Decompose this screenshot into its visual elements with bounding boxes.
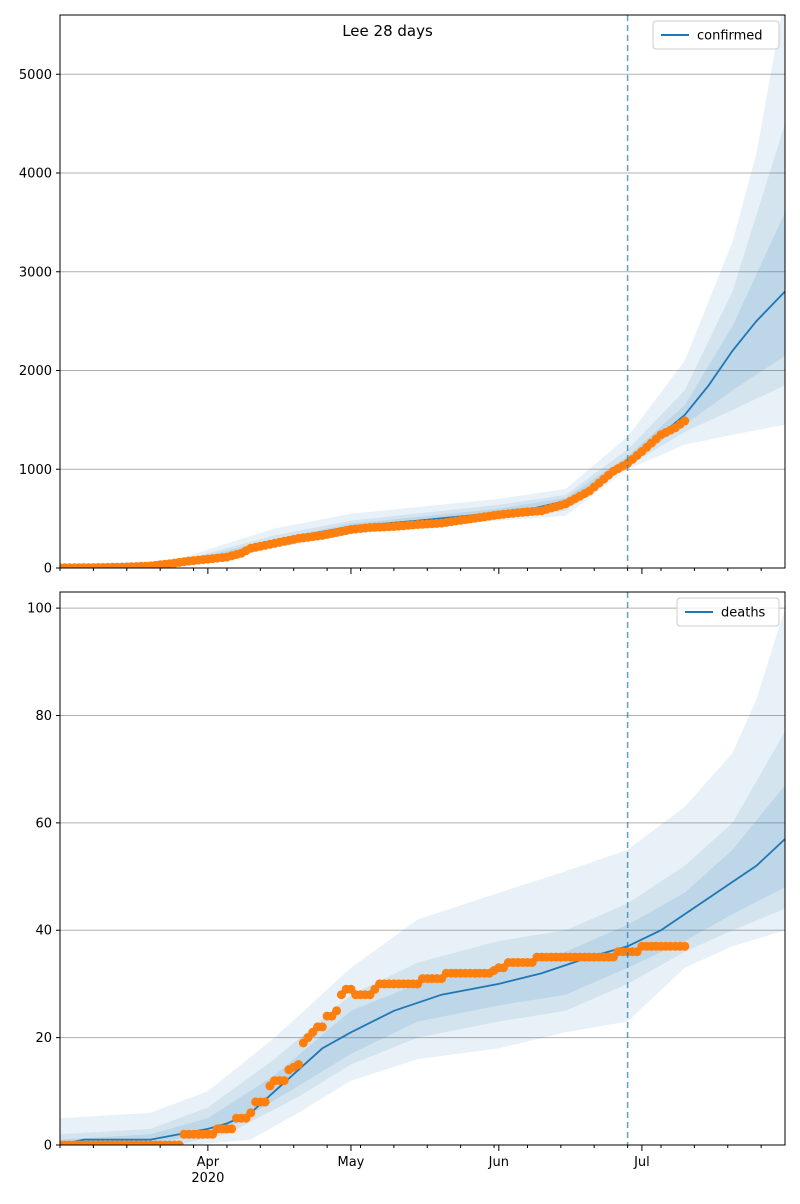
observed-point bbox=[279, 1076, 289, 1086]
legend-box bbox=[676, 597, 780, 627]
observed-point bbox=[680, 941, 690, 951]
observed-point bbox=[260, 1097, 270, 1107]
axes-frame bbox=[59, 14, 786, 569]
chart-title: Lee 28 days bbox=[342, 22, 433, 40]
band-outer bbox=[60, 15, 785, 568]
legend-label: confirmed bbox=[697, 29, 763, 44]
observed-point bbox=[317, 1022, 327, 1032]
observed-point bbox=[332, 1006, 342, 1016]
y-tick-label: 3000 bbox=[19, 265, 52, 280]
observed-point bbox=[294, 1060, 303, 1069]
x-tick-label: Apr bbox=[197, 1155, 220, 1170]
y-tick-label: 100 bbox=[27, 602, 52, 617]
observed-point bbox=[227, 1124, 237, 1134]
y-tick-label: 0 bbox=[44, 1139, 52, 1154]
x-tick-label: Jun bbox=[488, 1155, 509, 1170]
plot-area bbox=[60, 15, 785, 568]
y-tick-label: 2000 bbox=[19, 364, 52, 379]
plot-area bbox=[60, 608, 785, 1145]
y-tick-label: 80 bbox=[35, 709, 52, 724]
band-middle bbox=[60, 731, 785, 1145]
x-tick-label: Jul bbox=[633, 1155, 650, 1170]
observed-point bbox=[174, 1140, 184, 1145]
band-middle bbox=[60, 123, 785, 568]
y-tick-label: 60 bbox=[35, 816, 52, 831]
band-outer bbox=[60, 608, 785, 1145]
x-tick-label: May bbox=[338, 1155, 365, 1170]
legend-label: deaths bbox=[721, 606, 766, 621]
x-tick-sublabel: 2020 bbox=[191, 1171, 224, 1186]
legend-box bbox=[652, 20, 780, 50]
y-tick-label: 0 bbox=[44, 562, 52, 577]
y-tick-label: 20 bbox=[35, 1031, 52, 1046]
legend: confirmed bbox=[652, 20, 780, 50]
observed-point bbox=[680, 416, 690, 426]
legend: deaths bbox=[676, 597, 780, 627]
axes-frame bbox=[59, 591, 786, 1146]
y-tick-label: 4000 bbox=[19, 167, 52, 182]
y-tick-label: 40 bbox=[35, 924, 52, 939]
observed-point bbox=[246, 1108, 256, 1118]
panel-1: 0 1000 2000 3000 4000 5000 Lee 28 days confirme… bbox=[19, 14, 786, 577]
y-tick-label: 5000 bbox=[19, 68, 52, 83]
y-tick-label: 1000 bbox=[19, 463, 52, 478]
